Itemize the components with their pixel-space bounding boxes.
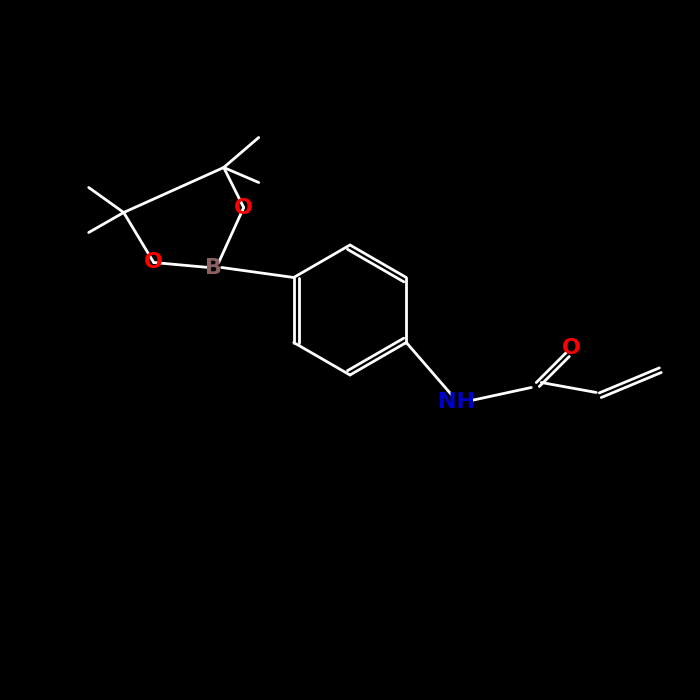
Text: O: O <box>234 197 253 218</box>
Text: O: O <box>144 253 163 272</box>
Text: NH: NH <box>438 393 475 412</box>
Text: O: O <box>562 337 581 358</box>
Text: B: B <box>205 258 222 277</box>
